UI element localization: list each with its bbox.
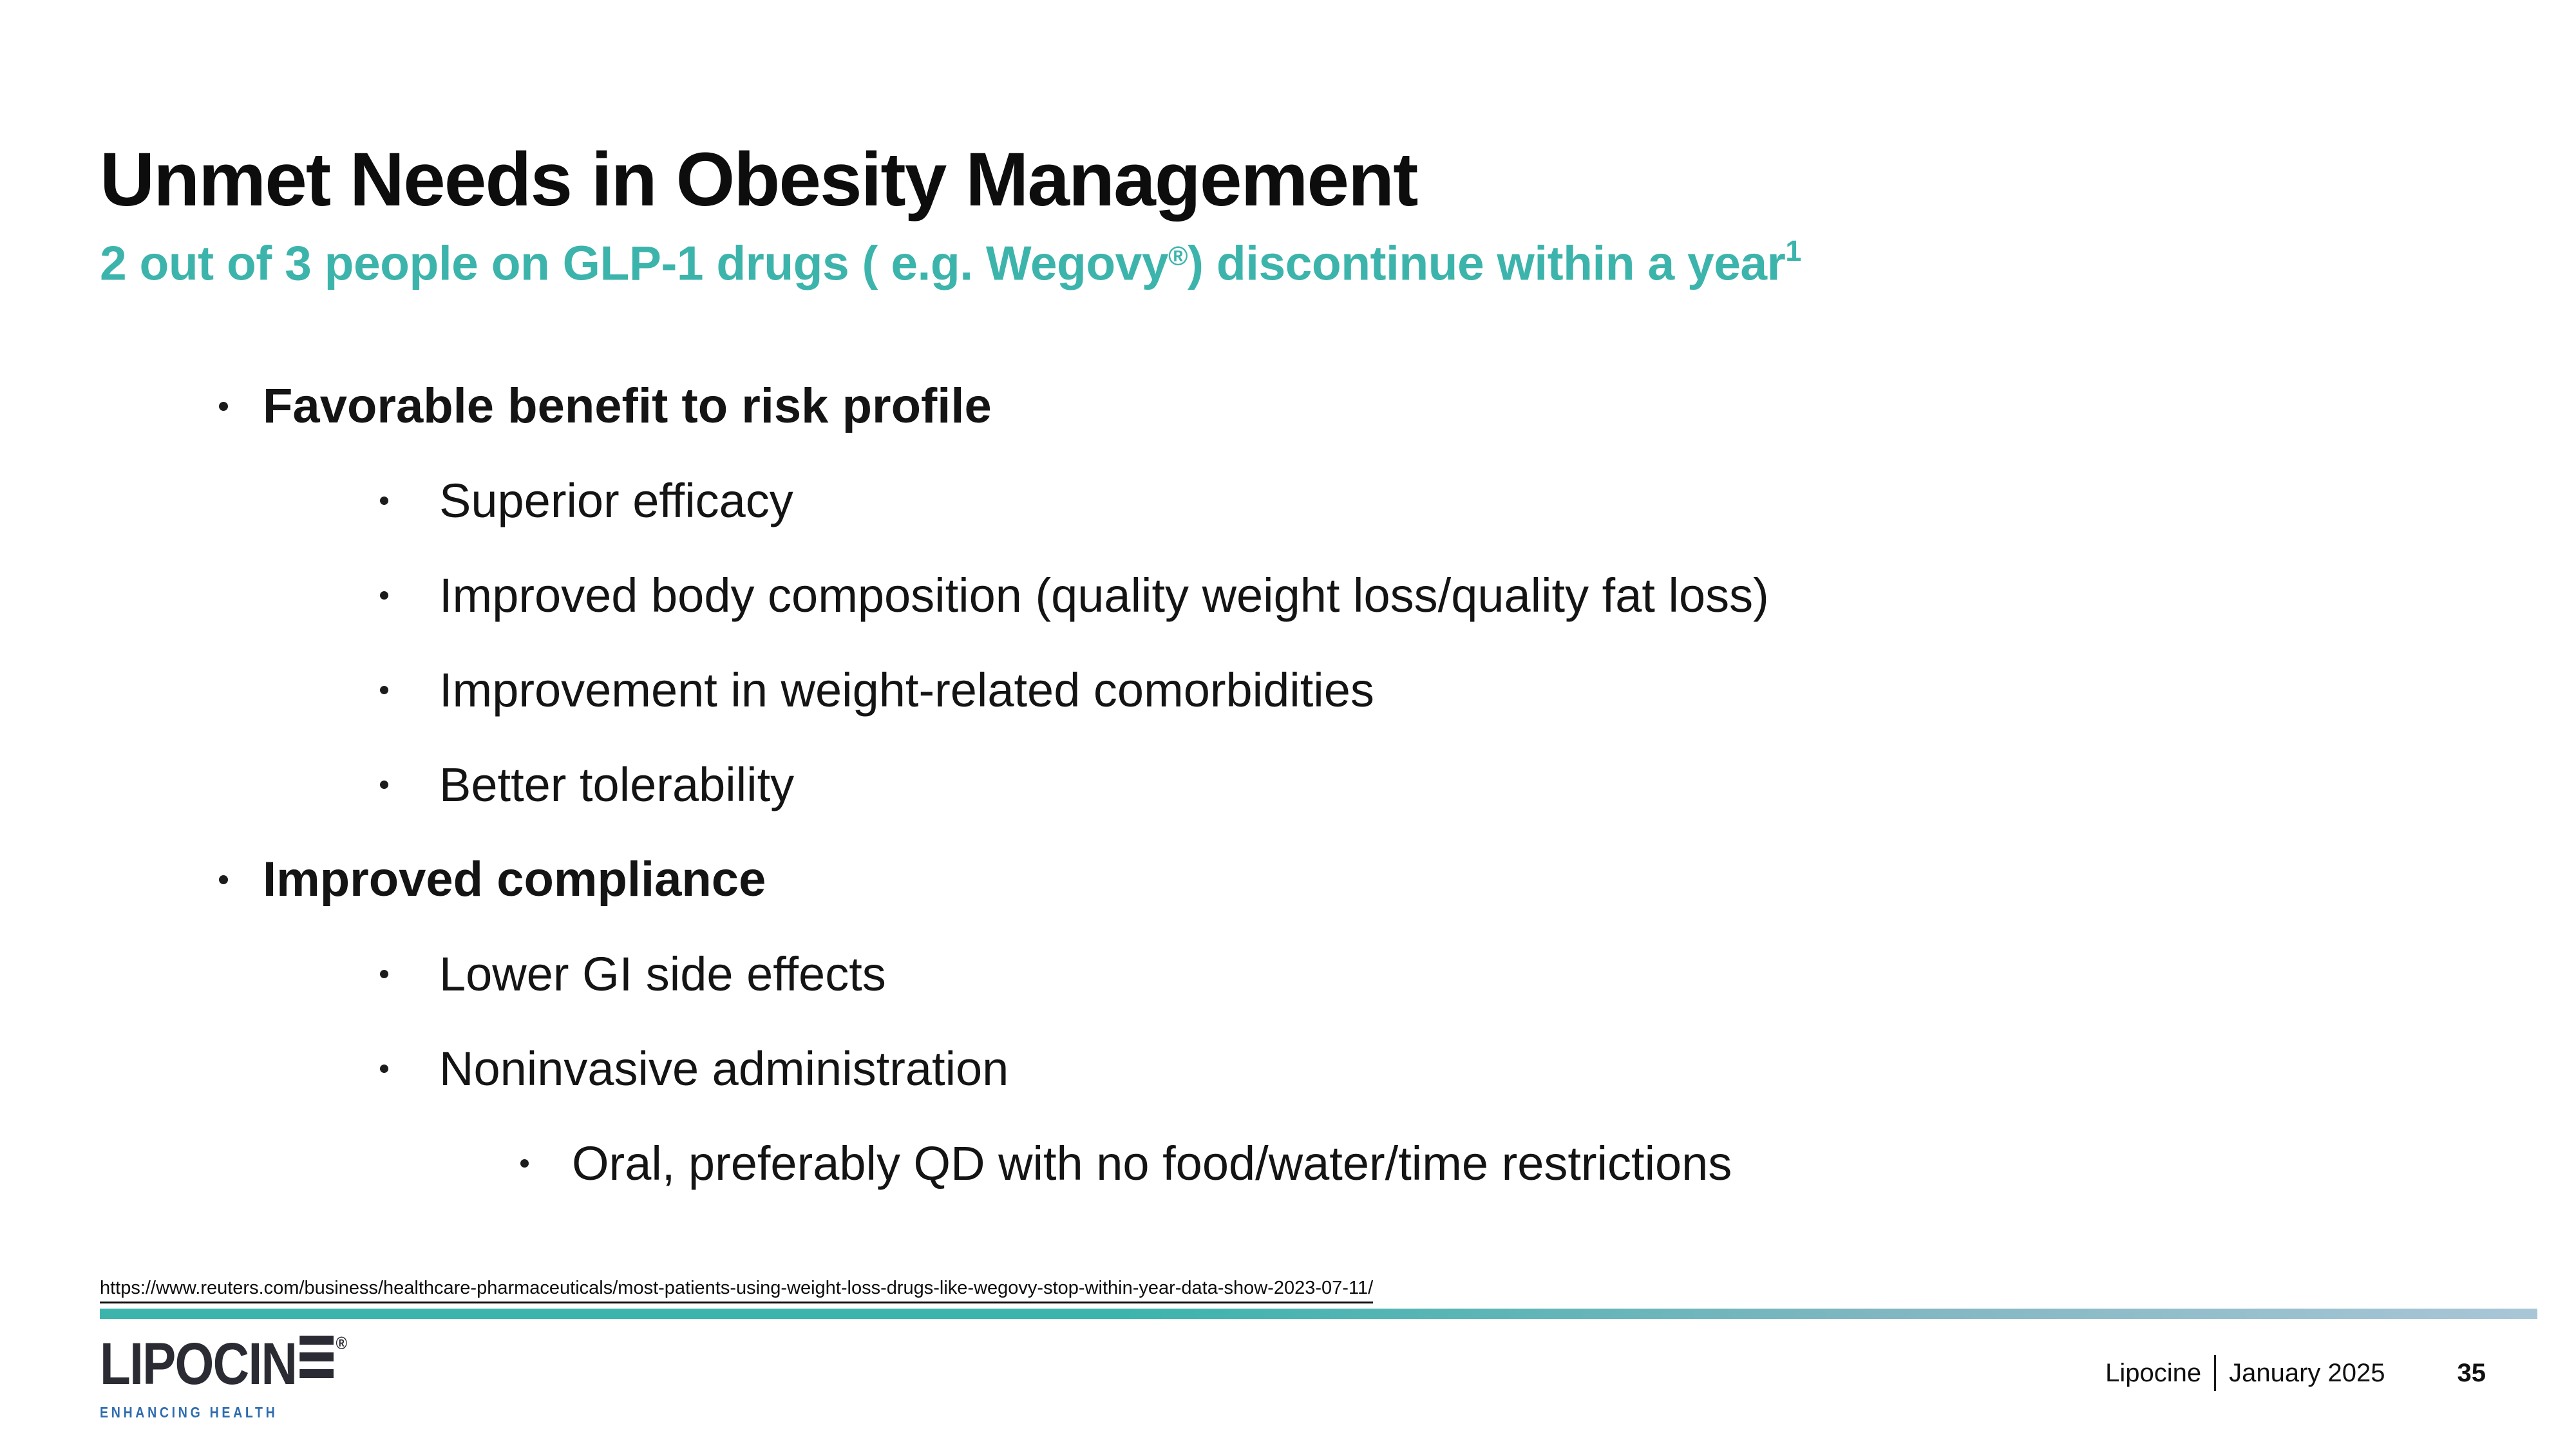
logo-tagline: ENHANCING HEALTH bbox=[100, 1404, 278, 1421]
logo-wordmark: LIPOCIN ® bbox=[100, 1331, 347, 1397]
bullet-item: Improvement in weight-related comorbidit… bbox=[0, 643, 2576, 737]
bullet-item-label: Oral, preferably QD with no food/water/t… bbox=[572, 1136, 1732, 1190]
bullet-item: Better tolerability bbox=[0, 737, 2576, 832]
footnote-marker: 1 bbox=[1785, 234, 1801, 267]
registered-trademark-symbol: ® bbox=[1168, 241, 1188, 271]
bullet-dot-icon bbox=[520, 1159, 529, 1168]
bullet-item: Favorable benefit to risk profile bbox=[0, 359, 2576, 453]
bullet-item: Noninvasive administration bbox=[0, 1021, 2576, 1116]
bullet-list: Favorable benefit to risk profile Superi… bbox=[0, 359, 2576, 1211]
bullet-item-label: Improved compliance bbox=[263, 851, 766, 907]
bullet-dot-icon bbox=[380, 496, 388, 505]
bullet-item-label: Improved body composition (quality weigh… bbox=[439, 568, 1769, 622]
bullet-item: Superior efficacy bbox=[0, 453, 2576, 548]
logo-word-text: LIPOCIN bbox=[100, 1331, 298, 1397]
bullet-item-label: Lower GI side effects bbox=[439, 947, 886, 1001]
subtitle-text: 2 out of 3 people on GLP-1 drugs ( e.g. … bbox=[100, 236, 1169, 290]
bullet-dot-icon bbox=[380, 591, 388, 600]
bullet-item-label: Noninvasive administration bbox=[439, 1041, 1009, 1095]
bullet-item-label: Improvement in weight-related comorbidit… bbox=[439, 663, 1374, 717]
bullet-dot-icon bbox=[380, 685, 388, 694]
slide-subtitle: 2 out of 3 people on GLP-1 drugs ( e.g. … bbox=[100, 234, 1801, 291]
page-number: 35 bbox=[2457, 1358, 2486, 1387]
logo-registered-mark: ® bbox=[336, 1333, 347, 1353]
footer-company: Lipocine bbox=[2105, 1358, 2202, 1387]
bullet-dot-icon bbox=[380, 969, 388, 978]
bullet-item-label: Superior efficacy bbox=[439, 473, 793, 527]
bullet-item: Oral, preferably QD with no food/water/t… bbox=[0, 1116, 2576, 1211]
footer-separator bbox=[2214, 1355, 2217, 1391]
bullet-dot-icon bbox=[380, 780, 388, 789]
logo-e-bars-icon bbox=[299, 1336, 334, 1378]
page-title: Unmet Needs in Obesity Management bbox=[100, 137, 1418, 222]
footer-date: January 2025 bbox=[2229, 1358, 2385, 1387]
bullet-item: Lower GI side effects bbox=[0, 927, 2576, 1021]
bullet-item: Improved compliance bbox=[0, 832, 2576, 927]
bullet-item-label: Favorable benefit to risk profile bbox=[263, 378, 992, 433]
source-url-link[interactable]: https://www.reuters.com/business/healthc… bbox=[100, 1278, 1374, 1303]
bullet-dot-icon bbox=[219, 401, 228, 411]
bullet-dot-icon bbox=[219, 875, 228, 884]
bullet-item: Improved body composition (quality weigh… bbox=[0, 548, 2576, 643]
lipocine-logo: LIPOCIN ® ENHANCING HEALTH bbox=[100, 1331, 347, 1421]
footer-meta: Lipocine January 2025 35 bbox=[2105, 1354, 2486, 1392]
footer-divider-bar bbox=[100, 1309, 2537, 1319]
subtitle-text-after: ) discontinue within a year bbox=[1188, 236, 1786, 290]
bullet-dot-icon bbox=[380, 1064, 388, 1073]
bullet-item-label: Better tolerability bbox=[439, 757, 795, 811]
